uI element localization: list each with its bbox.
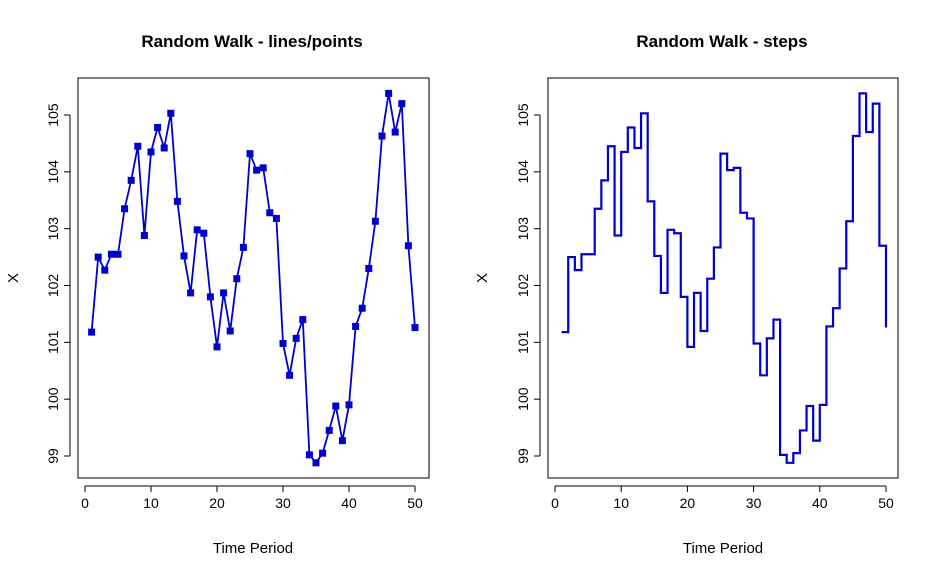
y-tick-label: 102 xyxy=(45,274,61,298)
data-point-marker xyxy=(371,217,379,225)
x-tick-label: 30 xyxy=(275,495,291,511)
data-point-marker xyxy=(305,451,313,459)
data-point-marker xyxy=(391,128,399,136)
y-tick-label: 99 xyxy=(515,448,531,464)
data-point-marker xyxy=(193,226,201,234)
plot-frame xyxy=(547,77,899,479)
x-tick-label: 20 xyxy=(680,495,696,511)
data-point-marker xyxy=(253,166,261,174)
data-point-marker xyxy=(107,250,115,258)
data-point-marker xyxy=(345,401,353,409)
data-point-marker xyxy=(272,214,280,222)
chart-panel-steps: Random Walk - steps Time Period X 0 10 20 3… xyxy=(474,32,899,557)
x-axis-label: Time Period xyxy=(213,540,293,557)
data-point-marker xyxy=(365,264,373,272)
data-point-marker xyxy=(332,402,340,410)
data-point-marker xyxy=(213,343,221,351)
plot-frame xyxy=(77,77,430,479)
y-tick-label: 100 xyxy=(515,387,531,411)
y-tick-label: 101 xyxy=(515,330,531,354)
x-tick-label: 20 xyxy=(209,495,225,511)
data-point-marker xyxy=(147,148,155,156)
data-point-marker xyxy=(411,324,419,332)
data-point-marker xyxy=(88,328,96,336)
x-tick-label: 50 xyxy=(407,495,423,511)
x-tick-label: 50 xyxy=(878,495,894,511)
data-point-marker xyxy=(266,209,274,217)
data-point-marker xyxy=(121,205,129,213)
data-point-marker xyxy=(200,229,208,237)
data-point-marker xyxy=(358,304,366,312)
data-point-marker xyxy=(187,289,195,297)
data-point-marker xyxy=(140,231,148,239)
data-point-marker xyxy=(239,243,247,251)
x-tick-label: 40 xyxy=(812,495,828,511)
data-point-marker xyxy=(299,316,307,324)
y-tick-label: 105 xyxy=(515,103,531,127)
data-point-marker xyxy=(378,132,386,140)
data-point-marker xyxy=(338,437,346,445)
data-point-marker xyxy=(94,253,102,261)
data-point-marker xyxy=(127,176,135,184)
y-axis-label: X xyxy=(474,273,491,283)
data-point-marker xyxy=(226,327,234,335)
data-point-marker xyxy=(154,124,162,132)
data-point-marker xyxy=(134,142,142,150)
data-point-marker xyxy=(220,289,228,297)
x-tick-label: 40 xyxy=(341,495,357,511)
data-point-marker xyxy=(404,242,412,250)
x-tick-label: 30 xyxy=(746,495,762,511)
y-tick-label: 103 xyxy=(515,217,531,241)
chart-title: Random Walk - steps xyxy=(636,32,807,51)
series-layer xyxy=(88,89,419,467)
y-tick-label: 104 xyxy=(45,160,61,184)
x-axis: 0 10 20 30 40 50 xyxy=(81,485,423,511)
data-point-marker xyxy=(246,150,254,158)
data-point-marker xyxy=(114,250,122,258)
x-tick-label: 0 xyxy=(551,495,559,511)
y-axis: 99 100 101 102 103 104 105 xyxy=(515,103,541,464)
data-point-marker xyxy=(286,371,294,379)
data-point-marker xyxy=(233,275,241,283)
series-step-line xyxy=(561,92,888,464)
y-tick-label: 99 xyxy=(45,448,61,464)
data-point-marker xyxy=(385,89,393,97)
data-point-marker xyxy=(292,334,300,342)
x-axis-label: Time Period xyxy=(683,540,763,557)
y-tick-label: 104 xyxy=(515,160,531,184)
y-tick-label: 103 xyxy=(45,217,61,241)
data-point-marker xyxy=(319,449,327,457)
y-axis-label: X xyxy=(5,273,22,283)
y-axis: 99 100 101 102 103 104 105 xyxy=(45,103,71,464)
data-point-marker xyxy=(279,339,287,347)
series-layer xyxy=(561,92,888,464)
data-point-marker xyxy=(180,252,188,260)
y-tick-label: 101 xyxy=(45,330,61,354)
data-point-marker xyxy=(312,459,320,467)
chart-panel-lines-points: Random Walk - lines/points Time Period X… xyxy=(5,32,430,557)
x-axis: 0 10 20 30 40 50 xyxy=(551,485,894,511)
data-point-marker xyxy=(173,197,181,205)
y-tick-label: 102 xyxy=(515,274,531,298)
data-point-marker xyxy=(259,164,267,172)
data-point-marker xyxy=(160,144,168,152)
chart-title: Random Walk - lines/points xyxy=(141,32,362,51)
data-point-marker xyxy=(398,100,406,108)
y-tick-label: 105 xyxy=(45,103,61,127)
data-point-marker xyxy=(325,426,333,434)
data-point-marker xyxy=(101,266,109,274)
x-tick-label: 10 xyxy=(613,495,629,511)
y-tick-label: 100 xyxy=(45,387,61,411)
data-point-marker xyxy=(206,293,214,301)
x-tick-label: 10 xyxy=(143,495,159,511)
data-point-marker xyxy=(352,322,360,330)
x-tick-label: 0 xyxy=(81,495,89,511)
data-point-marker xyxy=(167,109,175,117)
